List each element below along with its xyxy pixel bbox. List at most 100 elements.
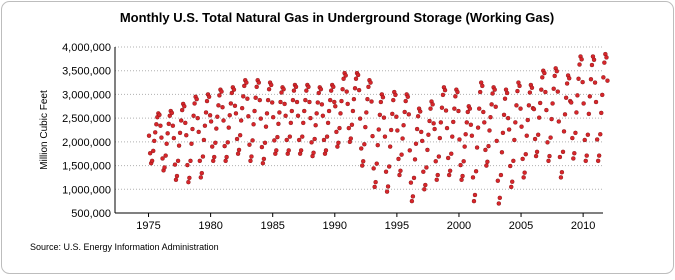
data-point — [264, 111, 270, 116]
data-point — [242, 83, 247, 89]
data-point — [422, 187, 427, 192]
chart-title: Monthly U.S. Total Natural Gas in Underg… — [120, 10, 554, 25]
data-point — [321, 137, 327, 143]
data-point — [269, 82, 274, 88]
data-point — [439, 105, 445, 110]
data-point — [220, 105, 225, 110]
data-point — [365, 96, 370, 102]
data-point — [247, 142, 252, 147]
data-point — [432, 126, 437, 132]
data-point — [176, 143, 182, 148]
x-tick-label: 1995 — [385, 220, 409, 232]
data-point — [304, 88, 309, 93]
data-point — [351, 96, 357, 102]
data-point — [399, 152, 404, 157]
data-point — [408, 180, 414, 185]
data-point — [544, 107, 549, 113]
data-point — [323, 148, 329, 153]
data-point — [477, 89, 483, 95]
data-point — [436, 154, 442, 159]
data-point — [179, 107, 185, 113]
data-point — [583, 158, 588, 164]
data-point — [165, 131, 170, 136]
data-point — [511, 158, 516, 164]
data-point — [225, 140, 230, 145]
data-point — [501, 112, 507, 118]
x-tick-label: 1985 — [260, 220, 284, 232]
data-point — [177, 130, 183, 136]
data-point — [514, 103, 519, 108]
data-point — [289, 108, 295, 114]
data-point — [373, 179, 378, 185]
data-point — [279, 90, 284, 95]
data-point — [274, 148, 279, 153]
data-point — [495, 178, 501, 183]
data-point — [239, 105, 245, 111]
data-point — [599, 110, 604, 116]
data-point — [170, 123, 176, 128]
data-point — [455, 89, 460, 95]
data-point — [320, 113, 326, 118]
data-point — [201, 137, 207, 143]
data-point — [510, 179, 515, 184]
data-point — [366, 84, 371, 90]
data-point — [520, 156, 525, 162]
data-point — [581, 101, 586, 106]
data-point — [536, 115, 542, 120]
data-point — [419, 129, 424, 135]
data-point — [592, 80, 598, 85]
data-point — [192, 101, 197, 106]
data-point — [476, 106, 482, 111]
data-point — [312, 136, 317, 142]
data-point — [486, 143, 491, 149]
data-point — [421, 169, 426, 174]
data-point — [482, 120, 487, 125]
data-point — [409, 198, 415, 204]
data-point — [490, 91, 495, 96]
data-point — [238, 118, 244, 123]
data-point — [251, 122, 256, 127]
data-point — [587, 94, 593, 99]
data-point — [361, 159, 366, 164]
data-point — [338, 111, 343, 116]
data-point — [353, 76, 359, 81]
data-point — [576, 76, 581, 81]
data-point — [591, 57, 597, 63]
data-point — [250, 138, 255, 143]
data-point — [348, 136, 354, 141]
data-point — [371, 166, 376, 171]
data-point — [200, 154, 206, 159]
data-point — [217, 93, 222, 98]
data-point — [381, 115, 387, 120]
data-point — [189, 141, 194, 146]
data-point — [452, 106, 457, 111]
data-point — [414, 126, 420, 132]
data-point — [163, 153, 168, 158]
data-point — [206, 94, 212, 100]
data-point — [484, 163, 489, 168]
data-point — [586, 111, 592, 117]
data-point — [540, 75, 545, 80]
data-point — [395, 128, 400, 133]
data-point — [552, 73, 557, 79]
data-point — [388, 127, 394, 133]
data-point — [534, 149, 540, 155]
data-point — [509, 184, 514, 190]
data-point — [515, 88, 520, 94]
data-point — [159, 135, 164, 140]
data-point — [464, 120, 469, 125]
y-tick-label: 3,000,000 — [62, 89, 111, 101]
data-point — [604, 55, 609, 60]
data-point — [380, 95, 386, 100]
data-point — [423, 182, 428, 188]
data-point — [445, 155, 451, 161]
data-point — [232, 103, 238, 109]
data-point — [573, 130, 578, 136]
data-point — [481, 109, 486, 115]
data-point — [546, 158, 551, 164]
data-point — [270, 114, 276, 120]
data-point — [277, 110, 282, 115]
data-point — [231, 87, 237, 92]
data-point — [208, 119, 214, 124]
data-point — [344, 89, 349, 94]
